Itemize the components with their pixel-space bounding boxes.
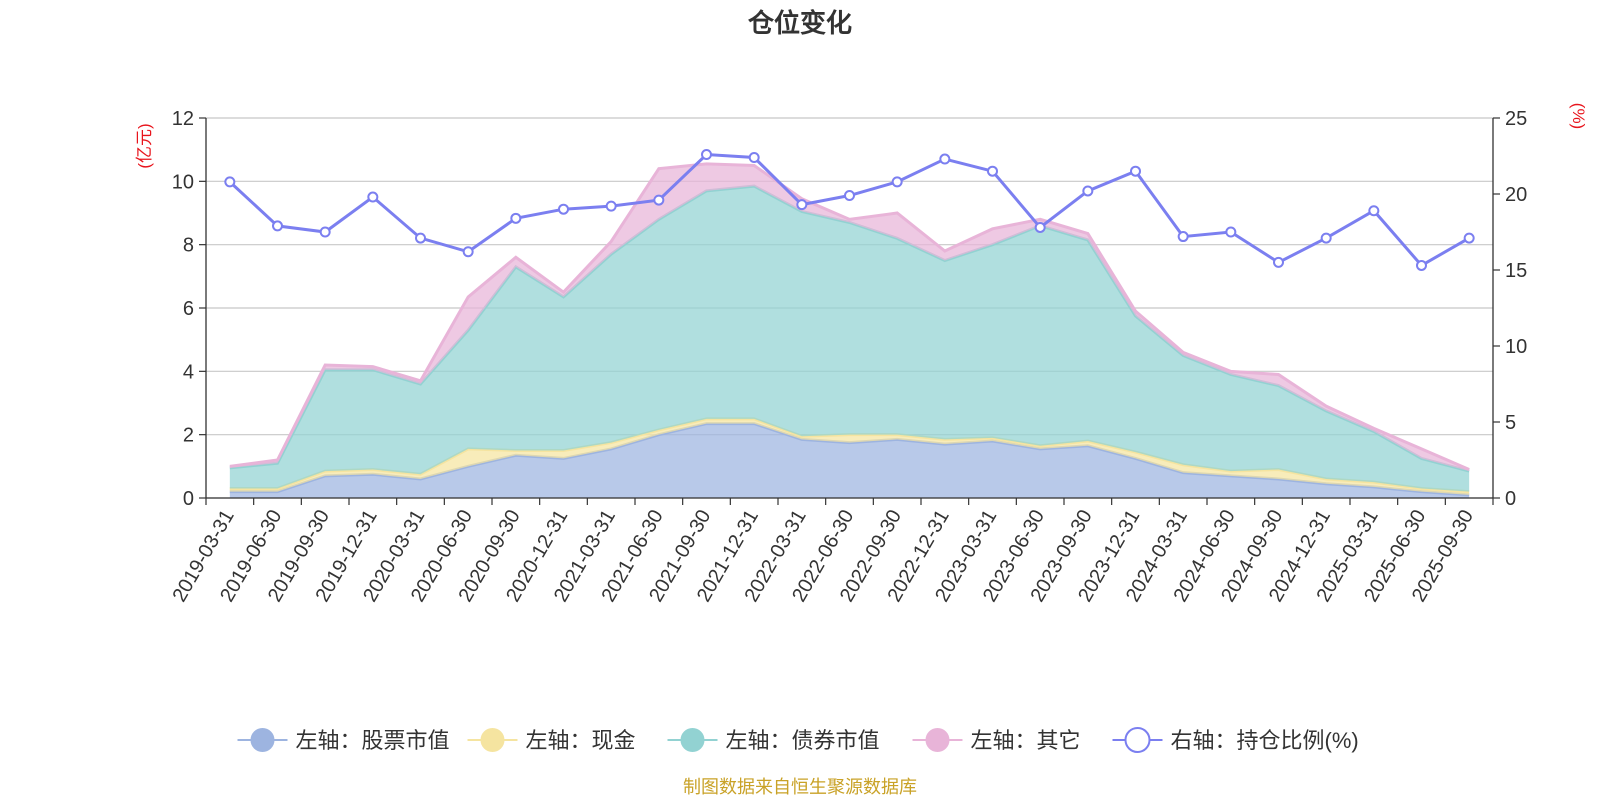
- legend-swatch-marker: [925, 728, 950, 752]
- left-axis-tick-label: 6: [183, 298, 194, 320]
- left-axis-unit-label: (亿元): [135, 123, 154, 168]
- legend-swatch-marker: [250, 728, 275, 752]
- ratio-point: [367, 191, 379, 203]
- ratio-point: [1273, 256, 1284, 268]
- ratio-point: [558, 203, 569, 215]
- ratio-point: [1082, 185, 1094, 197]
- ratio-point: [224, 176, 236, 188]
- ratio-point: [701, 148, 712, 160]
- ratio-point: [272, 220, 283, 232]
- area-series-2: [229, 186, 1470, 492]
- right-axis-tick-label: 15: [1505, 260, 1527, 282]
- data-source-note: 制图数据来自恒生聚源数据库: [683, 777, 917, 797]
- legend-item-4[interactable]: 右轴：持仓比例(%): [1112, 727, 1359, 753]
- ratio-point: [653, 194, 665, 206]
- ratio-point: [796, 199, 808, 211]
- ratio-point: [319, 226, 331, 238]
- area-series-edge-3: [229, 162, 1470, 471]
- ratio-point: [1177, 231, 1189, 243]
- ratio-point: [939, 153, 951, 165]
- right-axis-tick-label: 10: [1505, 336, 1527, 358]
- legend-swatch-marker: [480, 728, 505, 752]
- ratio-point: [1463, 232, 1475, 244]
- legend-swatch-marker: [1124, 727, 1151, 753]
- area-series-0: [229, 423, 1470, 498]
- legend-label: 左轴：其它: [971, 728, 1081, 753]
- right-axis-unit-label: (%): [1569, 103, 1588, 129]
- ratio-line: [224, 148, 1475, 271]
- legend-label: 左轴：现金: [526, 728, 636, 753]
- ratio-point: [1416, 259, 1427, 271]
- ratio-point: [1034, 221, 1046, 233]
- ratio-point: [605, 200, 617, 212]
- ratio-point: [462, 246, 474, 258]
- left-axis-tick-label: 2: [183, 425, 194, 447]
- stacked-areas: [229, 162, 1470, 498]
- legend-item-1[interactable]: 左轴：现金: [467, 728, 636, 753]
- ratio-point: [891, 176, 903, 188]
- legend-label: 左轴：股票市值: [296, 728, 450, 753]
- chart-title: 仓位变化: [747, 8, 852, 38]
- legend-item-2[interactable]: 左轴：债券市值: [667, 728, 880, 753]
- legend-label: 右轴：持仓比例(%): [1171, 728, 1359, 753]
- right-axis-tick-label: 20: [1505, 184, 1527, 206]
- ratio-point: [1368, 205, 1380, 217]
- ratio-point: [748, 152, 760, 164]
- ratio-point: [987, 165, 998, 177]
- legend-item-0[interactable]: 左轴：股票市值: [237, 728, 450, 753]
- legend-label: 左轴：债券市值: [726, 728, 880, 753]
- ratio-point: [415, 232, 426, 244]
- left-axis-tick-label: 12: [172, 108, 194, 130]
- left-axis-tick-label: 4: [183, 361, 194, 383]
- ratio-point: [510, 212, 522, 224]
- area-series-3: [229, 163, 1470, 472]
- ratio-point: [1130, 165, 1141, 177]
- legend-swatch-marker: [680, 728, 705, 752]
- left-axis-tick-label: 10: [172, 171, 194, 193]
- legend-item-3[interactable]: 左轴：其它: [912, 728, 1081, 753]
- area-series-1: [229, 418, 1470, 495]
- ratio-point: [1320, 232, 1332, 244]
- right-axis-tick-label: 25: [1505, 108, 1527, 130]
- right-axis-tick-label: 5: [1505, 412, 1516, 434]
- right-axis-tick-label: 0: [1505, 488, 1516, 510]
- ratio-point: [844, 190, 855, 202]
- left-axis-tick-label: 8: [183, 235, 194, 257]
- left-axis-tick-label: 0: [183, 488, 194, 510]
- ratio-point: [1225, 226, 1237, 238]
- legend: 左轴：股票市值 左轴：现金 左轴：债券市值 左轴：其它 右轴：持仓比例(%): [237, 727, 1359, 753]
